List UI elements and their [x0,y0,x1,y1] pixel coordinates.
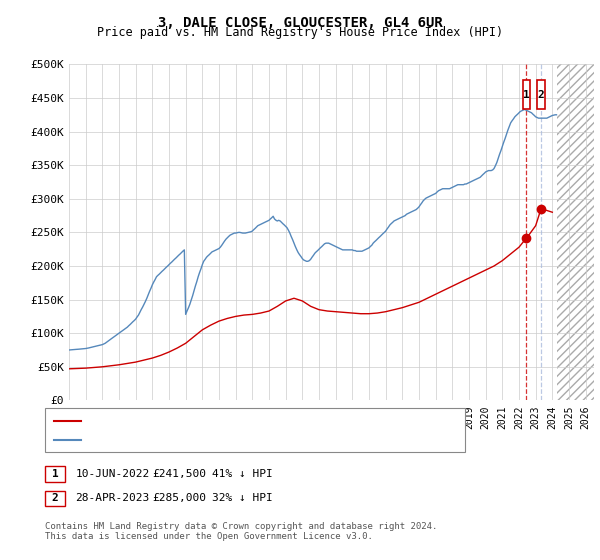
Text: £241,500: £241,500 [152,469,206,479]
Text: 10-JUN-2022: 10-JUN-2022 [76,469,150,479]
Text: £285,000: £285,000 [152,493,206,503]
Text: 1: 1 [523,90,530,100]
Text: HPI: Average price, detached house, Gloucester: HPI: Average price, detached house, Glou… [87,435,374,445]
Text: 41% ↓ HPI: 41% ↓ HPI [212,469,272,479]
Text: 28-APR-2023: 28-APR-2023 [76,493,150,503]
Text: 3, DALE CLOSE, GLOUCESTER, GL4 6UR: 3, DALE CLOSE, GLOUCESTER, GL4 6UR [158,16,442,30]
Text: 1: 1 [52,469,58,479]
Bar [557,64,594,400]
FancyBboxPatch shape [538,80,545,109]
Text: 2: 2 [538,90,544,100]
Text: 2: 2 [52,493,58,503]
Text: Price paid vs. HM Land Registry's House Price Index (HPI): Price paid vs. HM Land Registry's House … [97,26,503,39]
Text: 32% ↓ HPI: 32% ↓ HPI [212,493,272,503]
FancyBboxPatch shape [523,80,530,109]
Text: Contains HM Land Registry data © Crown copyright and database right 2024.
This d: Contains HM Land Registry data © Crown c… [45,522,437,542]
Text: 3, DALE CLOSE, GLOUCESTER, GL4 6UR (detached house): 3, DALE CLOSE, GLOUCESTER, GL4 6UR (deta… [87,416,406,426]
